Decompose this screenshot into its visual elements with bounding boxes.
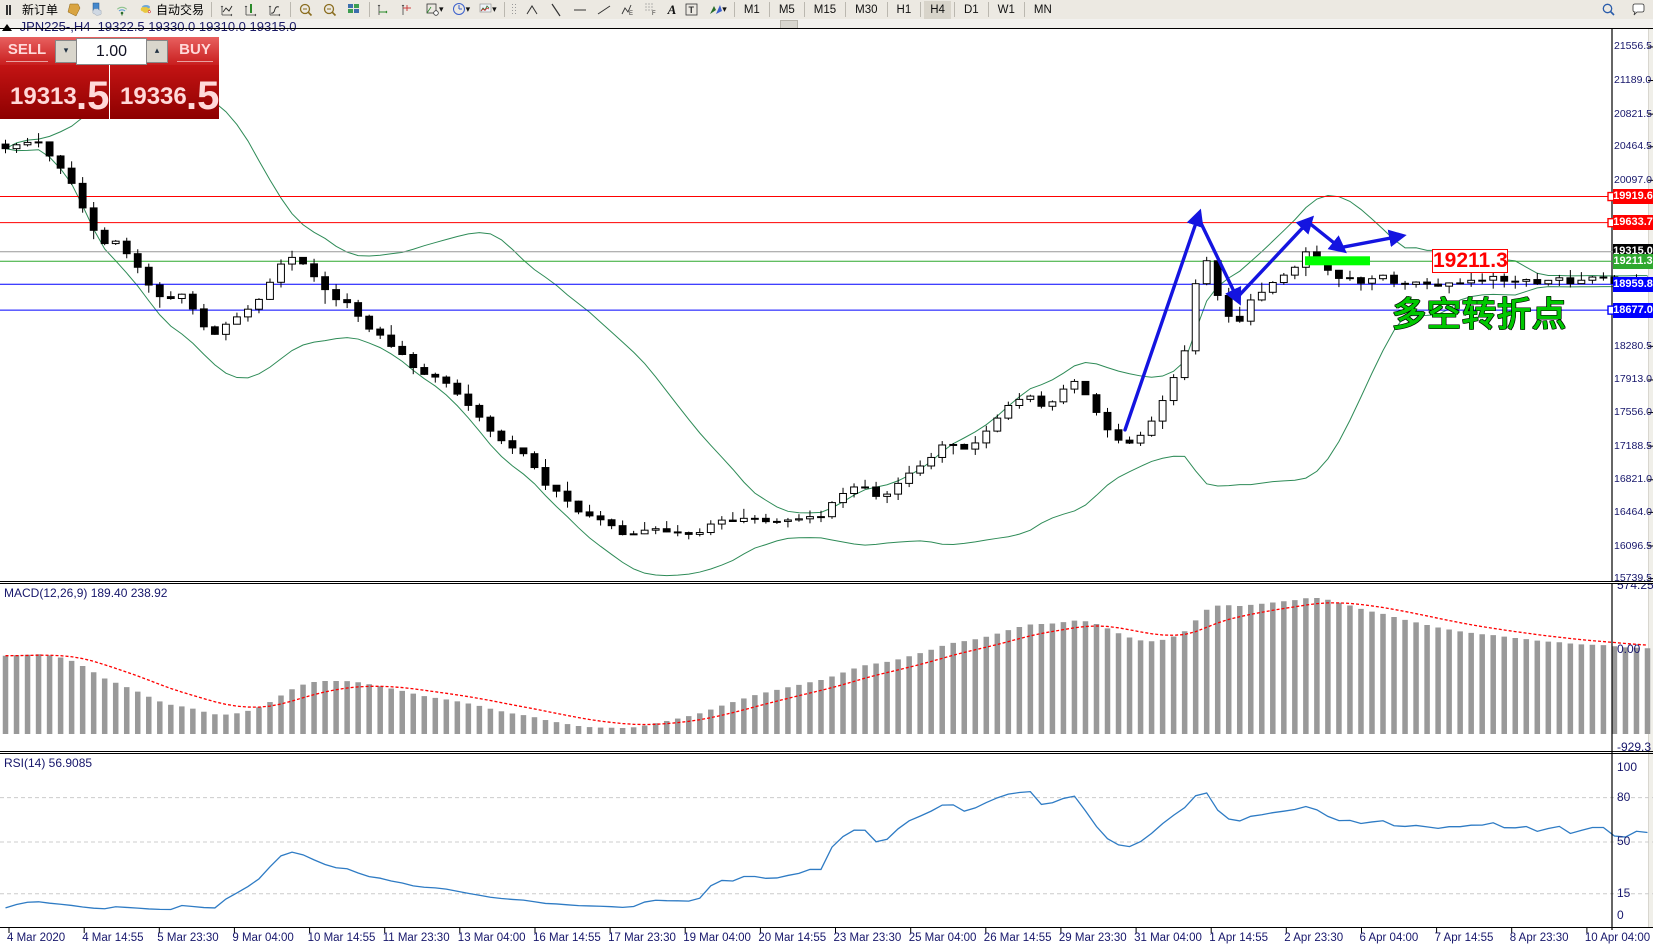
svg-text:E: E — [629, 11, 633, 17]
svg-text:F: F — [652, 11, 656, 17]
svg-text:T: T — [689, 5, 695, 15]
